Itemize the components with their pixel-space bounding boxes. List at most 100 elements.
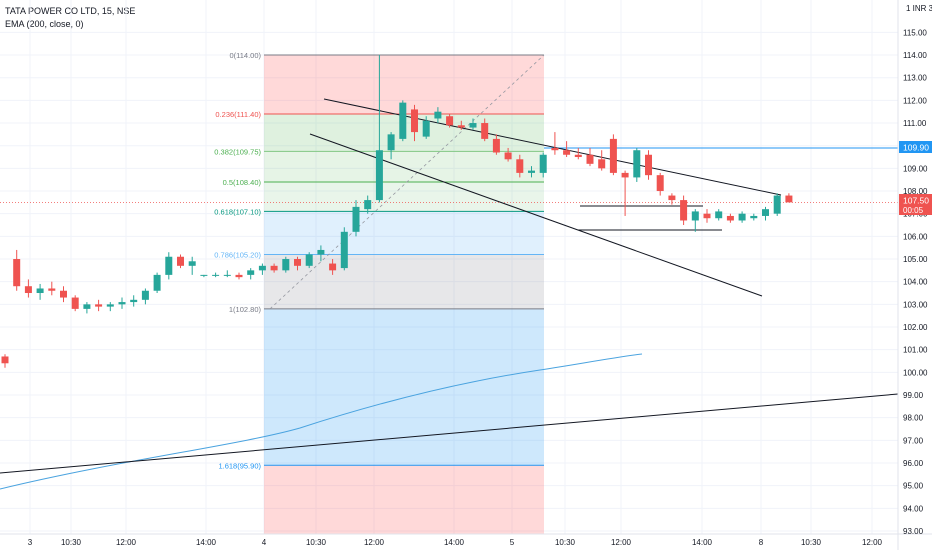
candle-body (434, 111, 442, 119)
candle-body (785, 195, 793, 203)
candle-body (645, 154, 652, 176)
time-tick-label: 14:00 (444, 538, 465, 547)
candle-body (177, 256, 184, 266)
price-tick-label: 106.00 (903, 232, 928, 241)
candle-body (282, 259, 290, 271)
candle-body (24, 286, 32, 294)
candle-body (200, 274, 208, 276)
time-tick-label: 12:00 (611, 538, 632, 547)
candle-body (340, 231, 348, 269)
fib-level-label: 1.618(95.90) (218, 461, 261, 470)
candle-body (165, 256, 173, 275)
candle-body (469, 123, 477, 128)
candle-body (118, 302, 126, 305)
candle-body (633, 150, 641, 178)
candle-body (212, 274, 220, 276)
candle-body (329, 263, 337, 271)
candle-body (364, 200, 372, 210)
price-tick-label: 97.00 (903, 436, 924, 445)
candle-body (258, 265, 266, 271)
price-tick-label: 98.00 (903, 414, 924, 423)
fib-zone (264, 151, 544, 182)
time-tick-label: 10:30 (61, 538, 82, 547)
candle-body (668, 195, 676, 201)
candle-body (656, 175, 664, 192)
last-price-badge-text: 107.50 (903, 196, 929, 206)
candle-body (481, 123, 489, 139)
time-tick-label: 10:30 (801, 538, 822, 547)
chart-symbol-title: TATA POWER CO LTD, 15, NSE (5, 6, 136, 16)
price-tick-label: 105.00 (903, 255, 928, 264)
candle-body (609, 138, 617, 173)
candle-body (60, 290, 67, 298)
candle-body (305, 254, 313, 266)
candle-body (551, 147, 559, 151)
candle-body (528, 170, 535, 173)
candle-body (223, 274, 231, 276)
fib-zone (264, 181, 544, 212)
candle-body (188, 261, 196, 266)
last-price-badge (899, 194, 932, 215)
level-price-badge-text: 109.90 (903, 143, 929, 153)
time-tick-label: 8 (759, 538, 764, 547)
bar-countdown-text: 00:05 (903, 206, 924, 215)
candle-body (48, 288, 56, 291)
channel-lower-line (309, 133, 763, 297)
price-tick-label: 95.00 (903, 482, 924, 491)
fib-level-label: 1(102.80) (229, 305, 262, 314)
candle-body (270, 265, 278, 271)
price-tick-label: 96.00 (903, 459, 924, 468)
candle-body (71, 297, 79, 309)
fib-level-label: 0.382(109.75) (214, 147, 261, 156)
time-tick-label: 4 (262, 538, 267, 547)
price-tick-label: 114.00 (903, 51, 927, 60)
price-tick-label: 99.00 (903, 391, 924, 400)
time-tick-label: 12:00 (862, 538, 883, 547)
candle-body (586, 154, 594, 164)
price-tick-label: 104.00 (903, 278, 928, 287)
price-tick-label: 103.00 (903, 300, 928, 309)
price-tick-label: 101.00 (903, 346, 928, 355)
candle-body (399, 102, 407, 139)
level-price-badge (899, 141, 932, 153)
time-tick-label: 12:00 (116, 538, 137, 547)
candle-body (36, 288, 44, 294)
price-tick-label: 109.00 (903, 164, 928, 173)
candle-body (1, 356, 9, 364)
time-tick-label: 14:00 (196, 538, 217, 547)
fib-level-label: 0.236(111.40) (215, 110, 261, 119)
candle-body (294, 259, 301, 266)
candle-body (563, 150, 571, 155)
currency-label: 1 INR 3 (906, 4, 932, 13)
time-tick-label: 14:00 (692, 538, 713, 547)
candle-body (738, 213, 746, 221)
fib-zone (264, 308, 544, 466)
price-tick-label: 115.00 (903, 28, 927, 37)
price-tick-label: 113.00 (903, 74, 927, 83)
candle-body (574, 154, 582, 158)
fib-level-label: 0.786(105.20) (214, 250, 261, 259)
candle-body (621, 172, 629, 178)
fib-trend-diagonal (269, 54, 545, 310)
price-tick-label: 108.00 (903, 187, 928, 196)
long-trendline (0, 393, 899, 474)
candle-body (95, 304, 103, 307)
candle-body (539, 154, 547, 173)
ema-indicator-label: EMA (200, close, 0) (5, 19, 84, 29)
time-tick-label: 10:30 (555, 538, 576, 547)
candle-body (750, 215, 758, 219)
candle-body (492, 138, 500, 153)
candle-body (726, 215, 734, 221)
candle-body (762, 209, 769, 216)
candle-body (387, 134, 395, 151)
candle-body (375, 150, 383, 201)
candle-body (516, 159, 524, 173)
candle-body (504, 152, 512, 160)
candle-body (153, 274, 161, 291)
candle-body (411, 109, 418, 133)
candle-body (773, 195, 781, 214)
price-tick-label: 93.00 (903, 527, 924, 536)
time-tick-label: 12:00 (364, 538, 385, 547)
candle-body (457, 125, 465, 128)
